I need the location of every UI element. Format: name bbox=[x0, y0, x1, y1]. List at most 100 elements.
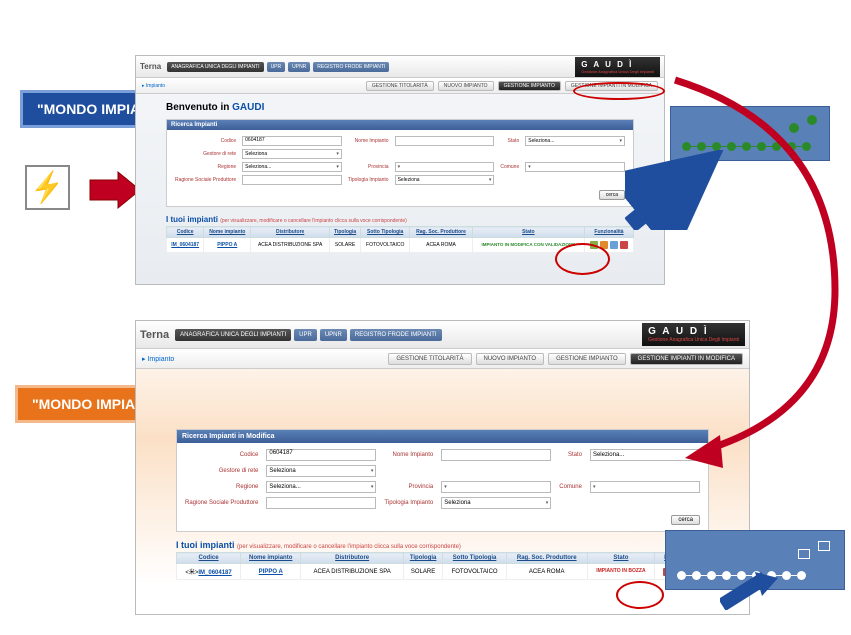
welcome-text: Benvenuto in GAUDI bbox=[166, 102, 634, 113]
select-comune[interactable] bbox=[590, 481, 700, 493]
select-gestore[interactable]: Seleziona bbox=[242, 149, 342, 159]
col-funzionalita: Funzionalità bbox=[585, 227, 634, 238]
table-header: Codice Nome impianto Distributore Tipolo… bbox=[167, 227, 634, 238]
cell-distr: ACEA DISTRIBUZIONE SPA bbox=[301, 564, 404, 580]
label-nome: Nome Impianto bbox=[348, 138, 389, 144]
col-distributore[interactable]: Distributore bbox=[301, 553, 404, 564]
table-row[interactable]: <米>IM_0604187 PIPPO A ACEA DISTRIBUZIONE… bbox=[177, 564, 709, 580]
cell-distr: ACEA DISTRIBUZIONE SPA bbox=[251, 238, 330, 253]
func-icons[interactable] bbox=[587, 241, 631, 249]
nav-gestione-modifica[interactable]: GESTIONE IMPIANTI IN MODIFICA bbox=[630, 353, 743, 365]
input-codice[interactable]: 0604187 bbox=[266, 449, 376, 461]
nav-nuovo-impianto[interactable]: NUOVO IMPIANTO bbox=[476, 353, 545, 365]
logo-terna: Terna bbox=[140, 329, 169, 341]
label-regione: Regione bbox=[185, 484, 258, 490]
input-nome[interactable] bbox=[395, 136, 495, 146]
tuoi-impianti-title: I tuoi impianti (per visualizzare, modif… bbox=[166, 215, 634, 224]
content: Ricerca Impianti in Modifica Codice 0604… bbox=[136, 369, 749, 590]
tab-upnr[interactable]: UPNR bbox=[320, 329, 347, 341]
tab-upnr[interactable]: UPNR bbox=[288, 62, 310, 72]
tab-anagrafica[interactable]: ANAGRAFICA UNICA DEGLI IMPIANTI bbox=[167, 62, 263, 72]
topbar: Terna ANAGRAFICA UNICA DEGLI IMPIANTI UP… bbox=[136, 321, 749, 349]
workflow-bottom bbox=[665, 530, 845, 590]
cell-nome[interactable]: PIPPO A bbox=[217, 242, 237, 248]
input-codice[interactable]: 0604187 bbox=[242, 136, 342, 146]
cell-sottotip: FOTOVOLTAICO bbox=[443, 564, 507, 580]
tab-registro[interactable]: REGISTRO FRODE IMPIANTI bbox=[350, 329, 442, 341]
cell-stato: IMPIANTO IN BOZZA bbox=[590, 569, 653, 575]
col-codice[interactable]: Codice bbox=[167, 227, 204, 238]
search-header: Ricerca Impianti in Modifica bbox=[177, 430, 708, 443]
breadcrumb[interactable]: ▸ Impianto bbox=[142, 355, 174, 363]
select-gestore[interactable]: Seleziona bbox=[266, 465, 376, 477]
input-ragsoc[interactable] bbox=[242, 175, 342, 185]
select-provincia[interactable] bbox=[395, 162, 495, 172]
select-stato[interactable]: Seleziona... bbox=[590, 449, 700, 461]
content: Benvenuto in GAUDI Ricerca Impianti Codi… bbox=[136, 94, 664, 261]
lightning-icon: ⚡ bbox=[25, 165, 70, 210]
search-box: Ricerca Impianti Codice 0604187 Nome Imp… bbox=[166, 119, 634, 207]
label-ragsoc: Ragione Sociale Produttore bbox=[185, 500, 258, 506]
nav-nuovo-impianto[interactable]: NUOVO IMPIANTO bbox=[438, 81, 494, 91]
tab-upr[interactable]: UPR bbox=[267, 62, 286, 72]
select-tipologia[interactable]: Seleziona bbox=[441, 497, 551, 509]
col-stato[interactable]: Stato bbox=[472, 227, 584, 238]
cell-codice[interactable]: IM_0604187 bbox=[198, 570, 231, 576]
select-stato[interactable]: Seleziona... bbox=[525, 136, 625, 146]
cell-codice[interactable]: IM_0604187 bbox=[171, 242, 199, 248]
search-header: Ricerca Impianti bbox=[167, 120, 633, 130]
col-tipologia[interactable]: Tipologia bbox=[403, 553, 442, 564]
search-form: Codice 0604187 Nome Impianto Stato Selez… bbox=[167, 130, 633, 206]
nav-gestione-modifica[interactable]: GESTIONE IMPIANTI IN MODIFICA bbox=[565, 81, 658, 91]
search-box: Ricerca Impianti in Modifica Codice 0604… bbox=[176, 429, 709, 532]
label-comune: Comune bbox=[559, 484, 582, 490]
topbar: Terna ANAGRAFICA UNICA DEGLI IMPIANTI UP… bbox=[136, 56, 664, 78]
tab-anagrafica[interactable]: ANAGRAFICA UNICA DEGLI IMPIANTI bbox=[175, 329, 291, 341]
col-distributore[interactable]: Distributore bbox=[251, 227, 330, 238]
results-table: Codice Nome impianto Distributore Tipolo… bbox=[176, 552, 709, 580]
col-ragsoc[interactable]: Rag. Soc. Produttore bbox=[410, 227, 472, 238]
select-regione[interactable]: Seleziona... bbox=[266, 481, 376, 493]
gaudi-logo: G A U D ÌGestione Anagrafica Unica Degli… bbox=[642, 323, 745, 346]
input-ragsoc[interactable] bbox=[266, 497, 376, 509]
nav-gestione-impianto[interactable]: GESTIONE IMPIANTO bbox=[498, 81, 561, 91]
col-codice[interactable]: Codice bbox=[177, 553, 241, 564]
panel-mondo-impianto: Terna ANAGRAFICA UNICA DEGLI IMPIANTI UP… bbox=[135, 55, 665, 285]
panel-mondo-modifica: Terna ANAGRAFICA UNICA DEGLI IMPIANTI UP… bbox=[135, 320, 750, 615]
col-sottotipologia[interactable]: Sotto Tipologia bbox=[361, 227, 410, 238]
table-row[interactable]: IM_0604187 PIPPO A ACEA DISTRIBUZIONE SP… bbox=[167, 238, 634, 253]
select-tipologia[interactable]: Seleziona bbox=[395, 175, 495, 185]
nav-gestione-impianto[interactable]: GESTIONE IMPIANTO bbox=[548, 353, 626, 365]
nav-gestione-titolarita[interactable]: GESTIONE TITOLARITÀ bbox=[388, 353, 471, 365]
tab-upr[interactable]: UPR bbox=[294, 329, 317, 341]
col-stato[interactable]: Stato bbox=[587, 553, 655, 564]
search-button[interactable]: cerca bbox=[599, 190, 625, 200]
label-nome: Nome Impianto bbox=[384, 452, 433, 458]
col-tipologia[interactable]: Tipologia bbox=[330, 227, 361, 238]
select-regione[interactable]: Seleziona... bbox=[242, 162, 342, 172]
cell-stato: IMPIANTO IN MODIFICA CON VALIDAZIONE bbox=[475, 243, 582, 248]
select-comune[interactable] bbox=[525, 162, 625, 172]
label-tipologia: Tipologia Impianto bbox=[384, 500, 433, 506]
table-header: Codice Nome impianto Distributore Tipolo… bbox=[177, 553, 709, 564]
label-regione: Regione bbox=[175, 164, 236, 170]
label-provincia: Provincia bbox=[384, 484, 433, 490]
cell-ragsoc: ACEA ROMA bbox=[506, 564, 587, 580]
col-sottotipologia[interactable]: Sotto Tipologia bbox=[443, 553, 507, 564]
label-stato: Stato bbox=[559, 452, 582, 458]
input-nome[interactable] bbox=[441, 449, 551, 461]
label-codice: Codice bbox=[185, 452, 258, 458]
col-ragsoc[interactable]: Rag. Soc. Produttore bbox=[506, 553, 587, 564]
gaudi-logo: G A U D ÌGestione Anagrafica Unica Degli… bbox=[575, 57, 660, 77]
label-stato: Stato bbox=[500, 138, 519, 144]
search-button[interactable]: cerca bbox=[671, 515, 700, 525]
col-nome[interactable]: Nome impianto bbox=[241, 553, 301, 564]
tuoi-impianti-title: I tuoi impianti (per visualizzare, modif… bbox=[176, 540, 709, 550]
results-table: Codice Nome impianto Distributore Tipolo… bbox=[166, 226, 634, 253]
nav-gestione-titolarita[interactable]: GESTIONE TITOLARITÀ bbox=[366, 81, 434, 91]
col-nome[interactable]: Nome impianto bbox=[204, 227, 251, 238]
tab-registro[interactable]: REGISTRO FRODE IMPIANTI bbox=[313, 62, 389, 72]
cell-nome[interactable]: PIPPO A bbox=[259, 569, 283, 575]
select-provincia[interactable] bbox=[441, 481, 551, 493]
breadcrumb[interactable]: ▸ Impianto bbox=[142, 83, 165, 89]
